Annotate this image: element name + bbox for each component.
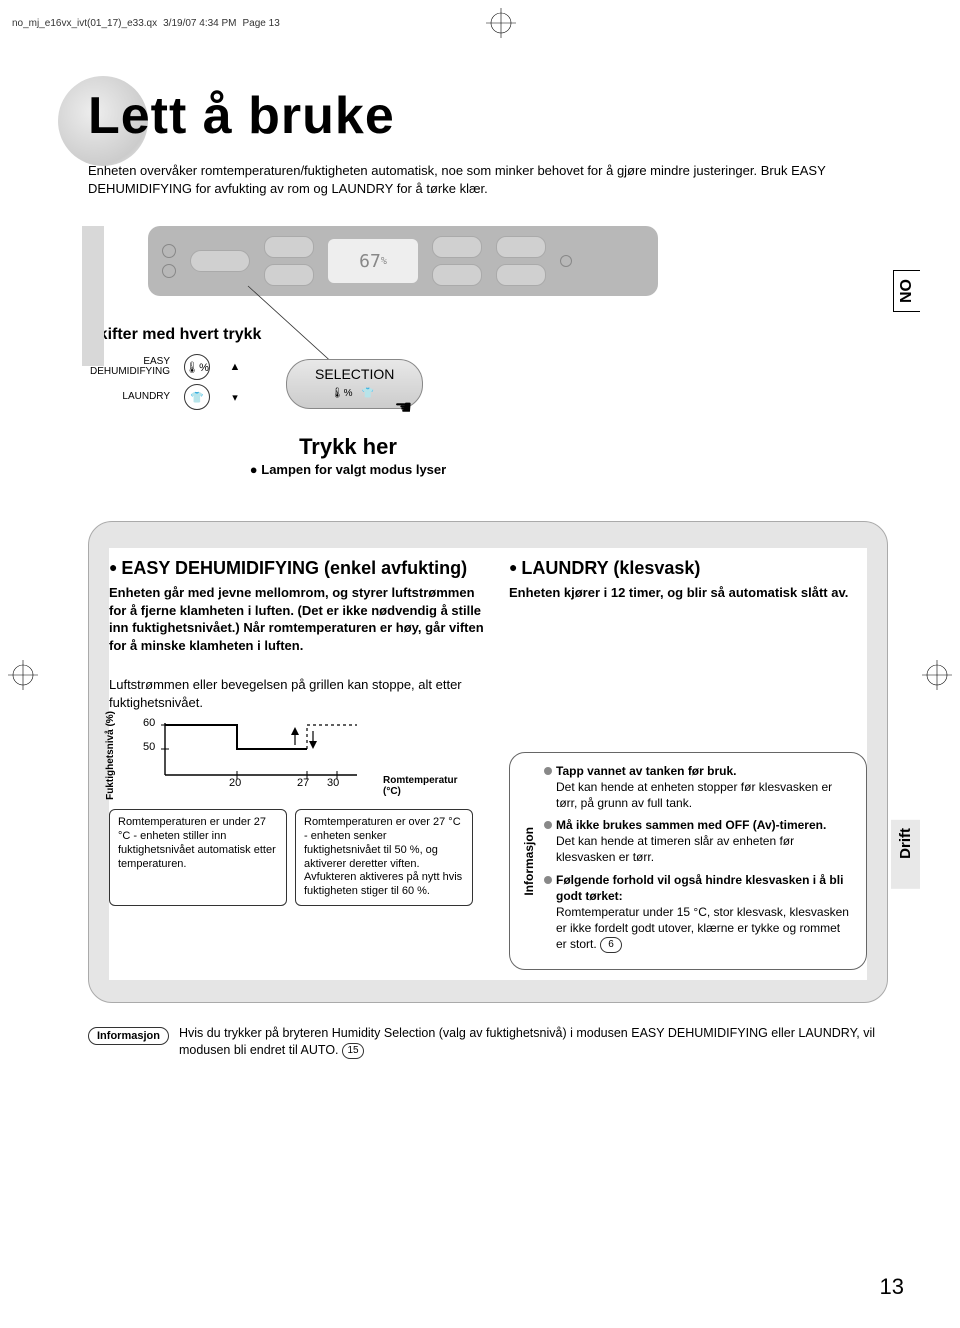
- info-a-lead: Tapp vannet av tanken før bruk.: [556, 764, 736, 778]
- thermometer-icon: 🌡%: [184, 354, 210, 380]
- page-ref-15: 15: [342, 1043, 364, 1059]
- info-c-lead: Følgende forhold vil også hindre klesvas…: [556, 873, 843, 903]
- mini-box-right: Romtemperaturen er over 27 °C - enheten …: [295, 809, 473, 906]
- panel-button: [432, 264, 482, 286]
- thermometer-icon: 🌡%: [333, 384, 351, 402]
- panel-button: [496, 264, 546, 286]
- press-here-block: Trykk her Lampen for valgt modus lyser: [228, 434, 468, 477]
- mini-box-left: Romtemperaturen er under 27 °C - enheten…: [109, 809, 287, 906]
- easy-title: EASY DEHUMIDIFYING (enkel avfukting): [109, 558, 489, 580]
- print-header: no_mj_e16vx_ivt(01_17)_e33.qx 3/19/07 4:…: [0, 0, 960, 46]
- mode-laundry-label: LAUNDRY: [88, 392, 170, 403]
- page-title: Lett å bruke: [88, 86, 960, 146]
- modes-box: EASY DEHUMIDIFYING (enkel avfukting) Enh…: [88, 521, 888, 1003]
- crop-mark-icon: [922, 660, 952, 690]
- crop-mark-icon: [486, 8, 516, 38]
- panel-section: 67% Skifter med hvert trykk EASY DEHUMID…: [88, 226, 920, 477]
- shirt-icon: 👕: [184, 384, 210, 410]
- laundry-bold: Enheten kjører i 12 timer, og blir så au…: [509, 584, 867, 602]
- footer-text: Hvis du trykker på bryteren Humidity Sel…: [179, 1026, 875, 1057]
- info-box: Informasjon Tapp vannet av tanken før br…: [509, 752, 867, 971]
- left-gray-bar: [82, 226, 104, 366]
- pointing-hand-icon: ☚: [394, 395, 412, 420]
- laundry-column: LAUNDRY (klesvask) Enheten kjører i 12 t…: [509, 548, 867, 980]
- switch-title: Skifter med hvert trykk: [88, 326, 920, 344]
- selection-button[interactable]: SELECTION 🌡% 👕 ☚: [286, 359, 423, 409]
- title-area: Lett å bruke: [88, 86, 960, 146]
- pageref: Page 13: [243, 18, 280, 29]
- timestamp: 3/19/07 4:34 PM: [163, 18, 236, 29]
- intro-paragraph: Enheten overvåker romtemperaturen/fuktig…: [88, 162, 848, 198]
- easy-bold: Enheten går med jevne mellomrom, og styr…: [109, 584, 489, 654]
- chart-ylabel: Fuktighetsnivå (%): [105, 711, 116, 800]
- press-here-title: Trykk her: [228, 434, 468, 460]
- info-pill: Informasjon: [88, 1027, 169, 1045]
- page-ref-6: 6: [600, 937, 622, 953]
- device-panel-illustration: 67%: [148, 226, 658, 296]
- footer-info: Informasjon Hvis du trykker på bryteren …: [88, 1025, 888, 1059]
- info-b-body: Det kan hende at timeren slår av enheten…: [556, 834, 794, 864]
- humidity-chart: Fuktighetsnivå (%) 60 50 20 27 30 Romtem…: [109, 711, 473, 906]
- selection-label: SELECTION: [315, 366, 394, 382]
- panel-button: [264, 236, 314, 258]
- section-tab-drift: Drift: [891, 820, 920, 889]
- shirt-icon: 👕: [359, 384, 377, 402]
- panel-button: [190, 250, 250, 272]
- panel-button: [496, 236, 546, 258]
- crop-mark-icon: [8, 660, 38, 690]
- page-number: 13: [880, 1274, 904, 1300]
- easy-regular: Luftstrømmen eller bevegelsen på grillen…: [109, 672, 489, 711]
- panel-button: [432, 236, 482, 258]
- info-b-lead: Må ikke brukes sammen med OFF (Av)-timer…: [556, 818, 826, 832]
- filepath: no_mj_e16vx_ivt(01_17)_e33.qx: [12, 18, 157, 29]
- easy-column: EASY DEHUMIDIFYING (enkel avfukting) Enh…: [109, 548, 489, 980]
- info-label-vertical: Informasjon: [522, 827, 536, 896]
- press-here-sub: Lampen for valgt modus lyser: [228, 462, 468, 477]
- info-a-body: Det kan hende at enheten stopper før kle…: [556, 780, 832, 810]
- laundry-title: LAUNDRY (klesvask): [509, 558, 867, 580]
